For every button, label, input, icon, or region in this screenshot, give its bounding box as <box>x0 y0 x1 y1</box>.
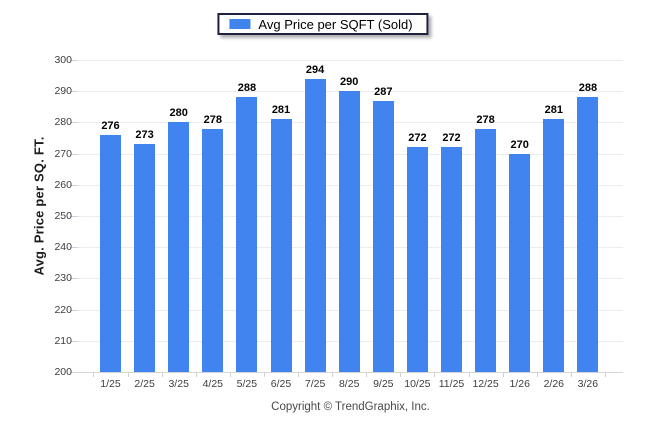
y-axis-tick <box>70 122 78 124</box>
bar-9-25 <box>372 100 394 372</box>
y-tick-label: 220 <box>54 303 72 316</box>
gridline-200 <box>78 372 623 373</box>
y-tick-label: 300 <box>54 54 72 66</box>
x-axis-tick <box>400 373 402 377</box>
bar-value-label: 280 <box>169 107 188 120</box>
bar-8-25 <box>338 91 360 372</box>
y-tick-label: 290 <box>54 85 72 98</box>
bar-value-label: 288 <box>237 82 257 95</box>
x-tick-label: 2/25 <box>134 378 155 390</box>
x-tick-label: 10/25 <box>404 378 431 390</box>
x-axis-tick <box>263 373 265 377</box>
bar-value-label: 272 <box>408 132 427 145</box>
bar-value-label: 288 <box>578 82 598 95</box>
x-tick-label: 1/25 <box>100 378 121 390</box>
x-tick-label: 1/26 <box>509 378 530 390</box>
bar-value-label: 281 <box>271 104 291 117</box>
x-tick-label: 3/25 <box>168 378 189 390</box>
x-tick-label: 7/25 <box>304 378 326 390</box>
x-axis-tick <box>127 373 129 377</box>
bar-6-25 <box>270 119 292 372</box>
x-tick-label: 2/26 <box>543 378 565 390</box>
x-axis-tick <box>536 373 538 377</box>
x-axis-tick <box>332 373 334 377</box>
y-axis-tick <box>70 184 78 186</box>
x-axis-tick <box>570 373 572 377</box>
x-axis-tick <box>229 373 231 377</box>
bar-value-label: 273 <box>135 129 154 142</box>
y-axis-tick <box>70 60 78 61</box>
y-tick-label: 230 <box>54 272 72 285</box>
bar-value-label: 281 <box>544 104 563 117</box>
bar-3-25 <box>168 122 190 372</box>
bar-value-label: 290 <box>340 76 359 89</box>
y-tick-label: 250 <box>54 210 72 222</box>
gridline-300 <box>78 60 623 61</box>
bar-1-26 <box>509 153 531 372</box>
y-axis-tick <box>70 278 78 280</box>
y-axis-tick <box>70 247 78 249</box>
bar-10-25 <box>406 147 428 372</box>
x-tick-label: 5/25 <box>236 378 258 390</box>
y-axis-tick <box>70 91 78 93</box>
bar-value-label: 294 <box>305 63 325 76</box>
bar-3-26 <box>577 97 599 372</box>
x-axis-tick <box>93 373 95 377</box>
bar-value-label: 272 <box>442 132 461 145</box>
y-tick-label: 200 <box>54 366 72 378</box>
x-tick-label: 12/25 <box>472 378 499 390</box>
y-tick-label: 280 <box>54 116 72 129</box>
x-axis-tick <box>366 373 368 377</box>
bar-2-26 <box>543 119 565 372</box>
bar-value-label: 278 <box>476 113 495 126</box>
bar-11-25 <box>441 147 462 372</box>
copyright-text: Copyright © TrendGraphix, Inc. <box>271 401 430 413</box>
bar-value-label: 276 <box>101 119 120 132</box>
y-tick-label: 270 <box>54 147 72 160</box>
y-tick-label: 260 <box>54 178 72 191</box>
legend-swatch <box>229 19 251 29</box>
x-axis-tick <box>434 373 436 377</box>
x-tick-label: 4/25 <box>202 378 224 390</box>
x-tick-label: 8/25 <box>338 378 360 390</box>
x-axis-tick <box>298 373 300 377</box>
legend-label: Avg Price per SQFT (Sold) <box>258 16 413 32</box>
y-tick-label: 210 <box>54 334 72 347</box>
x-axis-tick <box>468 373 470 377</box>
bar-value-label: 278 <box>203 113 222 126</box>
x-axis-tick <box>502 373 504 377</box>
legend[interactable]: Avg Price per SQFT (Sold) <box>217 13 429 35</box>
y-tick-label: 240 <box>54 241 72 254</box>
x-axis-tick <box>604 373 606 377</box>
y-axis-tick <box>70 153 78 155</box>
x-tick-label: 9/25 <box>373 378 394 390</box>
x-tick-label: 6/25 <box>270 378 292 390</box>
bar-12-25 <box>475 128 497 372</box>
y-axis-tick <box>70 216 78 217</box>
y-axis-tick <box>70 372 78 373</box>
x-tick-label: 3/26 <box>577 378 599 390</box>
bar-1-25 <box>100 134 121 372</box>
y-axis-tick <box>70 340 78 342</box>
bar-4-25 <box>202 128 224 372</box>
bar-value-label: 270 <box>510 138 529 151</box>
bar-7-25 <box>304 78 326 372</box>
x-axis-tick <box>195 373 197 377</box>
bar-2-25 <box>134 144 156 372</box>
x-tick-label: 11/25 <box>438 378 465 390</box>
x-axis-tick <box>161 373 163 377</box>
bar-value-label: 287 <box>374 85 393 98</box>
bar-5-25 <box>236 97 258 372</box>
y-axis-tick <box>70 309 78 311</box>
